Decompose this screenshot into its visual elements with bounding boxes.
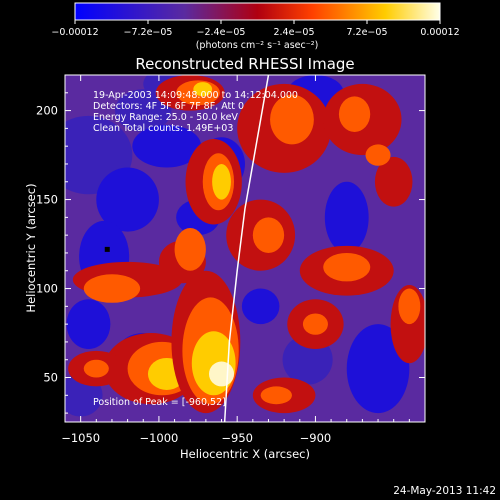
x-axis: −1050 −1000 −950 −900 [61, 75, 426, 445]
y-axis: 50 100 150 200 [36, 74, 425, 414]
annotation-time-range: 19-Apr-2003 14:09:48.000 to 14:12:04.000 [93, 90, 298, 101]
y-axis-label: Heliocentric Y (arcsec) [24, 183, 38, 312]
intensity-region [83, 359, 109, 378]
intensity-region [66, 299, 111, 350]
heatmap-image [65, 75, 425, 422]
intensity-region [209, 361, 235, 387]
plot-frame [64, 74, 426, 423]
y-tick-label: 200 [36, 104, 58, 118]
chart-title: Reconstructed RHESSI Image [135, 55, 354, 73]
colorbar-tick-label: −2.4e−05 [197, 27, 246, 38]
intensity-region [346, 324, 410, 414]
intensity-region [270, 94, 314, 145]
y-tick-label: 100 [36, 282, 58, 296]
colorbar-tick-label: −7.2e−05 [124, 27, 173, 38]
intensity-region [115, 89, 172, 132]
colorbar-tick-label: 0.00012 [420, 27, 459, 38]
colorbar-tick-label: −0.00012 [51, 27, 98, 38]
y-tick-label: 50 [43, 371, 58, 385]
colorbar-unit-label: (photons cm⁻² s⁻¹ asec⁻²) [196, 40, 319, 51]
annotation-clean-counts: Clean Total counts: 1.49E+03 [93, 123, 233, 134]
colorbar-ticks: −0.00012 −7.2e−05 −2.4e−05 2.4e−05 7.2e−05 0.… [51, 20, 460, 38]
colorbar-gradient [74, 2, 441, 21]
intensity-region [96, 167, 159, 232]
colorbar-tick-label: 2.4e−05 [273, 27, 314, 38]
intensity-region [260, 386, 292, 405]
annotation-energy-range: Energy Range: 25.0 - 50.0 keV [93, 112, 238, 123]
annotation-block: 19-Apr-2003 14:09:48.000 to 14:12:04.000… [93, 90, 298, 134]
x-tick-label: −900 [300, 431, 332, 445]
intensity-region [324, 181, 369, 253]
intensity-region [374, 156, 413, 207]
x-tick-label: −950 [221, 431, 253, 445]
intensity-region [302, 313, 328, 335]
colorbar-tick-label: 7.2e−05 [346, 27, 387, 38]
colorbar: −0.00012 −7.2e−05 −2.4e−05 2.4e−05 7.2e−05 0.… [51, 2, 460, 51]
footer-timestamp: 24-May-2013 11:42 [393, 485, 496, 497]
intensity-region [338, 96, 371, 132]
intensity-region [252, 217, 285, 253]
minimum-marker [104, 246, 110, 252]
y-tick-label: 150 [36, 193, 58, 207]
x-axis-label: Heliocentric X (arcsec) [180, 447, 310, 461]
annotation-detectors: Detectors: 4F 5F 6F 7F 8F, Att 0 [93, 101, 244, 112]
intensity-region [83, 274, 141, 303]
intensity-region [132, 124, 202, 168]
x-tick-label: −1050 [61, 431, 100, 445]
intensity-region [241, 288, 280, 325]
x-tick-label: −1000 [139, 431, 178, 445]
peak-position-label: Position of Peak = [-960,52] [93, 397, 226, 408]
intensity-region [193, 82, 213, 97]
intensity-region [174, 228, 206, 271]
solar-limb-curve [223, 75, 270, 422]
intensity-region [365, 144, 391, 166]
intensity-region [398, 288, 421, 325]
intensity-region [212, 163, 231, 200]
intensity-region [323, 252, 371, 282]
